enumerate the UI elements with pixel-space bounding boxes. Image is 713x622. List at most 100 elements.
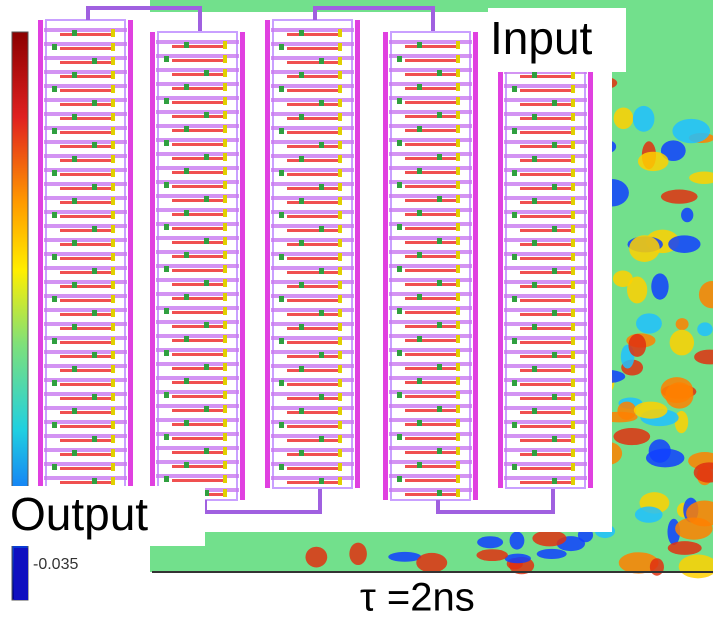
bar <box>405 129 456 132</box>
via <box>279 212 284 218</box>
via <box>456 489 460 497</box>
via <box>319 352 324 358</box>
via <box>52 296 57 302</box>
bar <box>287 355 338 358</box>
bar <box>60 33 111 36</box>
via <box>52 170 57 176</box>
via <box>571 421 575 429</box>
via <box>184 378 189 384</box>
via <box>456 391 460 399</box>
via <box>184 294 189 300</box>
via <box>417 252 422 258</box>
via <box>164 56 169 62</box>
via <box>338 141 342 149</box>
via <box>92 100 97 106</box>
via <box>164 98 169 104</box>
bar <box>520 327 571 330</box>
via <box>72 366 77 372</box>
via <box>456 405 460 413</box>
bar <box>520 201 571 204</box>
via <box>397 392 402 398</box>
blob <box>676 318 689 330</box>
bar <box>520 117 571 120</box>
colorbar-min-label: -0.035 <box>33 556 78 573</box>
via <box>338 323 342 331</box>
blob <box>613 270 633 287</box>
via <box>299 156 304 162</box>
via <box>111 169 115 177</box>
via <box>338 113 342 121</box>
bar <box>520 285 571 288</box>
via <box>299 408 304 414</box>
via <box>92 478 97 484</box>
bar <box>172 283 223 286</box>
bar <box>60 47 111 50</box>
bar <box>405 241 456 244</box>
via <box>111 85 115 93</box>
via <box>571 99 575 107</box>
via <box>52 128 57 134</box>
via <box>52 422 57 428</box>
via <box>299 240 304 246</box>
bar <box>172 213 223 216</box>
via <box>52 338 57 344</box>
via <box>338 253 342 261</box>
via <box>456 251 460 259</box>
via <box>532 240 537 246</box>
via <box>299 72 304 78</box>
via <box>223 433 227 441</box>
via <box>204 406 209 412</box>
via <box>319 436 324 442</box>
via <box>72 324 77 330</box>
via <box>164 308 169 314</box>
via <box>111 239 115 247</box>
bar <box>287 89 338 92</box>
bar <box>172 325 223 328</box>
bar <box>405 395 456 398</box>
via <box>456 363 460 371</box>
via <box>184 336 189 342</box>
via <box>456 279 460 287</box>
bar <box>172 311 223 314</box>
via <box>552 394 557 400</box>
rail <box>150 32 155 500</box>
via <box>164 224 169 230</box>
bar <box>60 61 111 64</box>
bar <box>60 467 111 470</box>
via <box>532 72 537 78</box>
bar <box>287 33 338 36</box>
via <box>456 195 460 203</box>
via <box>279 44 284 50</box>
bar <box>405 45 456 48</box>
via <box>164 266 169 272</box>
via <box>111 421 115 429</box>
via <box>223 419 227 427</box>
bar <box>60 89 111 92</box>
via <box>571 477 575 485</box>
via <box>223 335 227 343</box>
bar <box>172 255 223 258</box>
via <box>299 114 304 120</box>
bar <box>405 353 456 356</box>
bar <box>287 243 338 246</box>
bar <box>405 269 456 272</box>
via <box>338 99 342 107</box>
via <box>552 268 557 274</box>
blob <box>505 554 531 564</box>
via <box>111 71 115 79</box>
via <box>223 475 227 483</box>
via <box>338 29 342 37</box>
via <box>164 350 169 356</box>
via <box>338 225 342 233</box>
via <box>223 55 227 63</box>
blob <box>614 107 634 129</box>
bar <box>405 255 456 258</box>
caption: τ =2ns <box>360 576 475 620</box>
via <box>338 295 342 303</box>
bar <box>172 171 223 174</box>
bar <box>172 73 223 76</box>
via <box>571 337 575 345</box>
input-label: Input <box>490 12 593 64</box>
via <box>111 365 115 373</box>
via <box>223 251 227 259</box>
